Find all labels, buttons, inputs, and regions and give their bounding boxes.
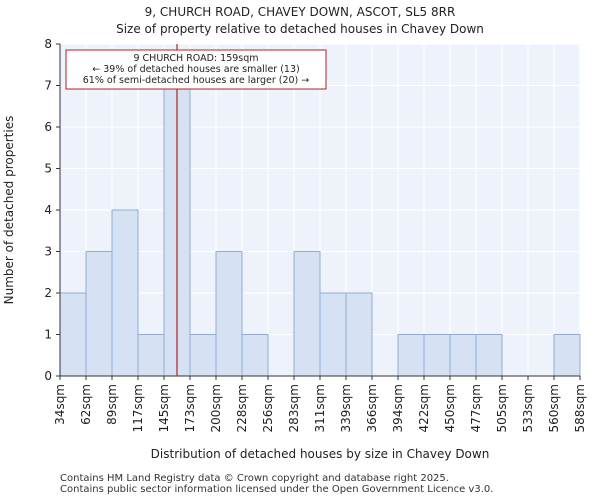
x-tick-label: 422sqm: [417, 384, 431, 432]
x-tick-label: 34sqm: [53, 384, 67, 425]
histogram-bar: [423, 334, 451, 377]
x-tick-label: 533sqm: [521, 384, 535, 432]
x-tick-label: 117sqm: [131, 384, 145, 432]
histogram-bar: [397, 334, 425, 377]
chart-title-line2: Size of property relative to detached ho…: [116, 22, 484, 36]
footer-copyright: Contains HM Land Registry data © Crown c…: [60, 473, 449, 484]
annotation-text-line3: 61% of semi-detached houses are larger (…: [83, 75, 310, 86]
histogram-bar: [475, 334, 503, 377]
plot-area: 0 1 2 3 4 5 6 7 8 34sqm 62sqm 89sqm 117sqm 145sqm 173s…: [44, 37, 587, 432]
y-axis-label: Number of detached properties: [2, 116, 16, 305]
histogram-bar: [111, 209, 139, 377]
x-tick-label: 200sqm: [209, 384, 223, 432]
histogram-bar: [85, 251, 113, 377]
x-tick-label: 477sqm: [469, 384, 483, 432]
x-tick-label: 394sqm: [391, 384, 405, 432]
x-tick-label: 366sqm: [365, 384, 379, 432]
x-tick-label: 450sqm: [443, 384, 457, 432]
y-tick-label: 0: [44, 369, 52, 383]
x-tick-label: 588sqm: [573, 384, 587, 432]
x-tick-label: 505sqm: [495, 384, 509, 432]
x-tick-label: 560sqm: [547, 384, 561, 432]
x-tick-label: 339sqm: [339, 384, 353, 432]
histogram-bar: [553, 334, 581, 377]
y-tick-label: 6: [44, 120, 52, 134]
annotation-text-line2: ← 39% of detached houses are smaller (13…: [92, 64, 299, 75]
y-tick-label: 3: [44, 245, 52, 259]
y-tick-label: 2: [44, 286, 52, 300]
y-tick-label: 5: [44, 162, 52, 176]
y-tick-label: 1: [44, 328, 52, 342]
histogram-bar: [137, 334, 165, 377]
x-tick-label: 145sqm: [157, 384, 171, 432]
x-tick-label: 311sqm: [313, 384, 327, 432]
x-axis-label: Distribution of detached houses by size …: [151, 447, 490, 461]
x-tick-label: 256sqm: [261, 384, 275, 432]
footer-licence: Contains public sector information licen…: [60, 484, 494, 495]
x-tick-label: 283sqm: [287, 384, 301, 432]
histogram-bar: [59, 292, 87, 377]
histogram-bar: [241, 334, 269, 377]
x-tick-label: 62sqm: [79, 384, 93, 425]
annotation-box: [65, 49, 327, 90]
histogram-bar: [293, 251, 321, 377]
x-tick-label: 228sqm: [235, 384, 249, 432]
histogram-bar: [189, 334, 217, 377]
y-tick-label: 7: [44, 79, 52, 93]
chart-title-line1: 9, CHURCH ROAD, CHAVEY DOWN, ASCOT, SL5 …: [145, 5, 456, 19]
annotation-text-line1: 9 CHURCH ROAD: 159sqm: [133, 53, 258, 64]
histogram-bar: [319, 292, 347, 377]
histogram-bar: [449, 334, 477, 377]
histogram-bar: [345, 292, 373, 377]
y-tick-label: 8: [44, 37, 52, 51]
x-tick-label: 89sqm: [105, 384, 119, 425]
histogram-chart: 9, CHURCH ROAD, CHAVEY DOWN, ASCOT, SL5 …: [2, 5, 587, 461]
x-tick-label: 173sqm: [183, 384, 197, 432]
y-tick-label: 4: [44, 203, 52, 217]
histogram-bar: [215, 251, 243, 377]
